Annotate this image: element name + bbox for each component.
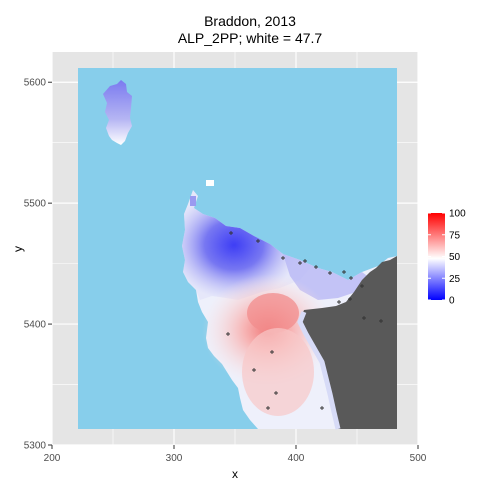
polling-place-marker [274,391,278,395]
polling-place-marker [349,276,353,280]
polling-place-marker [266,406,270,410]
x-tick-label: 200 [44,453,61,464]
legend-tick-label: 75 [449,230,461,241]
polling-markers [226,231,383,410]
polling-place-marker [342,270,346,274]
polling-place-marker [270,350,274,354]
y-tick-label: 5400 [24,320,47,331]
legend-tick-label: 100 [449,209,466,220]
polling-place-marker [337,300,341,304]
legend-tick-label: 50 [449,252,461,263]
y-axis: 5300 5400 5500 5600 [24,78,52,452]
chart-title: Braddon, 2013 [204,13,296,29]
neighbouring-area [300,256,397,429]
y-tick-label: 5500 [24,199,47,210]
legend-ticks: 0 25 50 75 100 [428,209,466,307]
polling-place-marker [303,259,307,263]
legend-tick-label: 25 [449,274,461,285]
polling-place-marker [256,239,260,243]
sea-notch [206,180,214,186]
legend-colorbar [428,213,445,300]
color-legend: 0 25 50 75 100 [428,209,466,307]
red-core [247,293,299,333]
island-region [103,80,132,145]
legend-tick-label: 0 [449,296,455,307]
polling-place-marker [226,332,230,336]
x-tick-label: 400 [288,453,305,464]
polling-place-marker [379,319,383,323]
x-axis: 200 300 400 500 [44,445,427,464]
x-tick-label: 300 [166,453,183,464]
x-tick-label: 500 [410,453,427,464]
y-axis-title: y [11,246,25,252]
red-south [242,328,314,416]
y-tick-label: 5600 [24,78,47,89]
x-axis-title: x [232,467,238,481]
polling-place-marker [348,297,352,301]
border-fringe [297,311,341,430]
polling-place-marker [362,316,366,320]
polling-place-marker [281,256,285,260]
blue-zone [182,190,312,300]
polling-place-marker [314,265,318,269]
chart-subtitle: ALP_2PP; white = 47.7 [177,30,323,46]
y-tick-label: 5300 [24,441,47,452]
polling-place-marker [229,231,233,235]
polling-place-marker [252,368,256,372]
polling-place-marker [320,406,324,410]
sea-notch [190,196,196,206]
polling-place-marker [298,261,302,265]
polling-place-marker [328,271,332,275]
polling-place-marker [360,284,364,288]
